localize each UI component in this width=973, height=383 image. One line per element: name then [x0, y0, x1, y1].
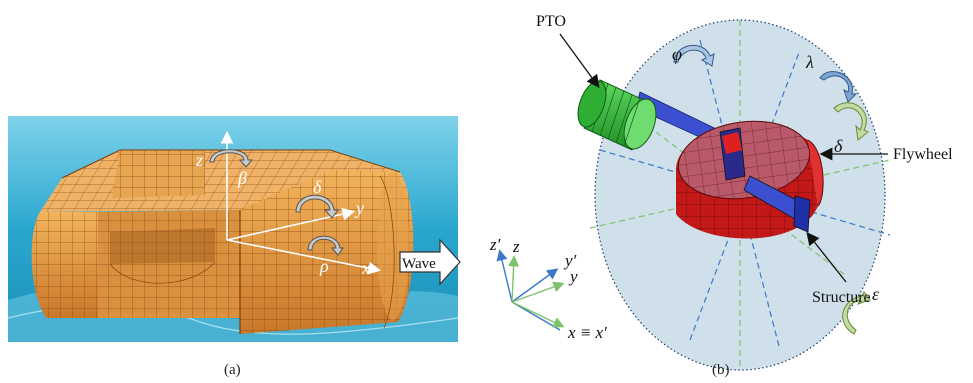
- beta-rotation-icon: [209, 149, 254, 168]
- rotation-arrows-a: [209, 149, 344, 256]
- axis-label-y-prime: y′: [563, 251, 577, 270]
- axes-triad: [496, 249, 565, 331]
- callout-pto: PTO: [536, 13, 600, 89]
- delta-rotation-icon-b: [833, 102, 869, 141]
- caption-a: (a): [224, 362, 241, 378]
- axis-label-z-b: z: [512, 237, 520, 256]
- rho-rotation-icon: [307, 235, 344, 256]
- panel-a: z β δ y ρ x Wave: [7, 116, 461, 342]
- delta-rotation-icon: [295, 194, 339, 219]
- axis-label-x: x: [361, 258, 370, 278]
- angle-label-lambda: λ: [805, 52, 814, 72]
- callout-structure: Structure: [806, 231, 871, 306]
- epsilon-rotation-icon: [842, 291, 871, 335]
- caption-b: (b): [712, 362, 730, 378]
- angle-label-phi: φ: [672, 44, 682, 64]
- wave-arrow: Wave: [399, 238, 461, 286]
- angle-label-rho: ρ: [319, 256, 329, 276]
- panel-b: φ λ δ ε PTO Flywheel Structure: [536, 13, 953, 371]
- wave-label: Wave: [402, 256, 436, 272]
- angle-label-beta: β: [237, 168, 247, 188]
- callout-pto-label: PTO: [536, 13, 566, 30]
- callout-flywheel-label: Flywheel: [893, 146, 953, 163]
- callout-flywheel: Flywheel: [819, 146, 953, 163]
- axis-label-y-b: y: [568, 267, 578, 286]
- angle-label-delta: δ: [313, 177, 322, 197]
- axis-label-x-equiv: x ≡ x′: [567, 323, 607, 342]
- pto-cylinder: [577, 79, 657, 151]
- angle-label-delta-b: δ: [834, 136, 843, 156]
- axis-label-y: y: [354, 198, 364, 218]
- hull: [31, 149, 414, 334]
- axis-label-z-prime: z′: [489, 235, 501, 254]
- rotation-arrows-b: [673, 44, 871, 335]
- lambda-rotation-icon: [819, 70, 858, 103]
- angle-label-epsilon: ε: [872, 284, 880, 304]
- callout-structure-label: Structure: [812, 289, 871, 306]
- phi-rotation-icon: [673, 44, 715, 67]
- axis-label-z: z: [195, 150, 203, 170]
